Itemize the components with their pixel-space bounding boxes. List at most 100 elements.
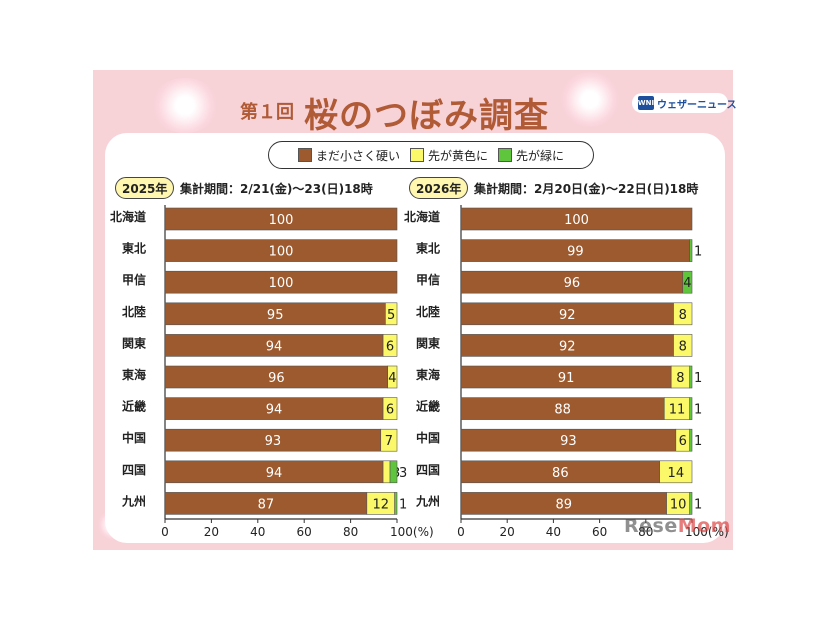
blossom-decoration-left — [150, 78, 220, 133]
data-label: 6 — [386, 403, 394, 418]
data-label: 1 — [694, 371, 702, 386]
bar-segment — [382, 334, 398, 357]
legend-label: 先が緑に — [516, 148, 565, 163]
brand-name: ウェザーニュース — [657, 99, 737, 111]
data-label: 95 — [267, 308, 284, 323]
legend-swatch-brown — [297, 148, 312, 162]
data-label: 93 — [560, 434, 577, 449]
title-prefix: 第１回 — [240, 102, 294, 123]
data-label: 1 — [694, 497, 702, 512]
data-label: 89 — [556, 497, 573, 512]
category-label: 北陸 — [416, 304, 440, 319]
page-title: 桜のつぼみ調査 — [304, 96, 549, 136]
bar-segment — [689, 397, 693, 420]
data-label: 8 — [679, 308, 687, 323]
legend-item-hard: まだ小さく硬い — [297, 147, 400, 164]
legend-label: まだ小さく硬い — [315, 148, 400, 163]
legend-swatch-yellow — [409, 148, 424, 162]
category-label: 関東 — [122, 335, 146, 350]
legend-swatch-green — [498, 148, 512, 162]
category-label: 関東 — [416, 335, 440, 350]
data-label: 100 — [269, 245, 294, 260]
category-label: 九州 — [415, 493, 440, 508]
category-label: 九州 — [121, 493, 146, 508]
data-label: 100 — [564, 213, 589, 228]
x-tick-label: 40 — [546, 525, 561, 539]
x-tick-label: 20 — [204, 525, 219, 539]
watermark-logo: ReseMom — [624, 515, 731, 537]
data-label: 1 — [694, 434, 702, 449]
x-tick-label: 60 — [592, 525, 607, 539]
data-label: 1 — [694, 403, 702, 418]
data-label: 99 — [567, 245, 584, 260]
x-tick-label: 40 — [250, 525, 265, 539]
data-label: 87 — [258, 497, 275, 512]
x-tick-label: 0 — [457, 525, 465, 539]
data-label: 11 — [669, 403, 686, 418]
bar-segment — [659, 460, 693, 484]
bar-segment — [164, 270, 398, 294]
bar-segment — [673, 302, 693, 326]
data-label: 5 — [387, 308, 395, 323]
bar-segment — [673, 334, 693, 357]
legend: まだ小さく硬い 先が黄色に 先が緑に — [268, 141, 594, 169]
legend-item-yellow: 先が黄色に — [409, 147, 488, 164]
data-label: 4 — [388, 371, 396, 386]
bar-segment — [689, 365, 693, 389]
data-label: 100 — [269, 276, 294, 291]
data-label: 94 — [266, 339, 283, 354]
data-label: 100 — [269, 213, 294, 228]
bar-segment — [382, 397, 398, 420]
data-label: 94 — [266, 466, 283, 481]
category-label: 甲信 — [416, 272, 440, 287]
x-tick-label: 0 — [161, 525, 169, 539]
category-label: 中国 — [122, 430, 146, 445]
x-tick-label: 60 — [297, 525, 312, 539]
category-label: 北海道 — [110, 209, 146, 224]
bar-segment — [164, 239, 398, 262]
period-2025: 集計期間：2/21(金)～23(日)18時 — [180, 182, 373, 196]
data-label: 8 — [679, 339, 687, 354]
category-label: 四国 — [122, 463, 146, 477]
category-label: 四国 — [416, 463, 440, 477]
blossom-decoration-right — [560, 72, 620, 127]
data-label: 7 — [385, 434, 393, 449]
data-label: 1 — [694, 245, 702, 260]
bar-segment — [389, 460, 398, 484]
brand-badge: WNI ウェザーニュース — [632, 93, 737, 113]
data-label: 96 — [564, 276, 581, 291]
data-label: 6 — [386, 339, 394, 354]
data-label: 3 — [399, 466, 407, 481]
data-label: 94 — [266, 403, 283, 418]
data-label: 91 — [558, 371, 575, 386]
data-label: 12 — [372, 497, 389, 512]
x-tick-label: 100(%) — [390, 525, 434, 539]
bar-segment — [460, 207, 693, 231]
category-label: 北海道 — [404, 209, 440, 224]
x-tick-label: 80 — [343, 525, 358, 539]
category-label: 東北 — [122, 241, 146, 256]
category-label: 近畿 — [416, 399, 440, 414]
bar-segment — [689, 428, 693, 452]
category-label: 甲信 — [122, 272, 146, 287]
bar-segment — [682, 270, 693, 294]
data-label: 8 — [676, 371, 684, 386]
year-badge-2026: 2026年 — [409, 177, 469, 199]
bar-segment — [387, 365, 398, 389]
data-label: 1 — [399, 497, 407, 512]
year-badge-2025: 2025年 — [115, 177, 175, 199]
data-label: 92 — [559, 339, 576, 354]
data-label: 96 — [268, 371, 285, 386]
data-label: 6 — [679, 434, 687, 449]
brand-logo-icon: WNI — [638, 96, 654, 110]
bar-segment — [394, 492, 398, 515]
bar-segment — [385, 302, 398, 326]
period-2026: 集計期間：2月20日(金)～22日(日)18時 — [474, 182, 699, 196]
x-tick-label: 100(%) — [685, 525, 729, 539]
category-label: 中国 — [416, 430, 440, 445]
data-label: 92 — [559, 308, 576, 323]
legend-item-green: 先が緑に — [498, 147, 564, 164]
bar-segment — [382, 460, 391, 484]
data-label: 86 — [552, 466, 569, 481]
